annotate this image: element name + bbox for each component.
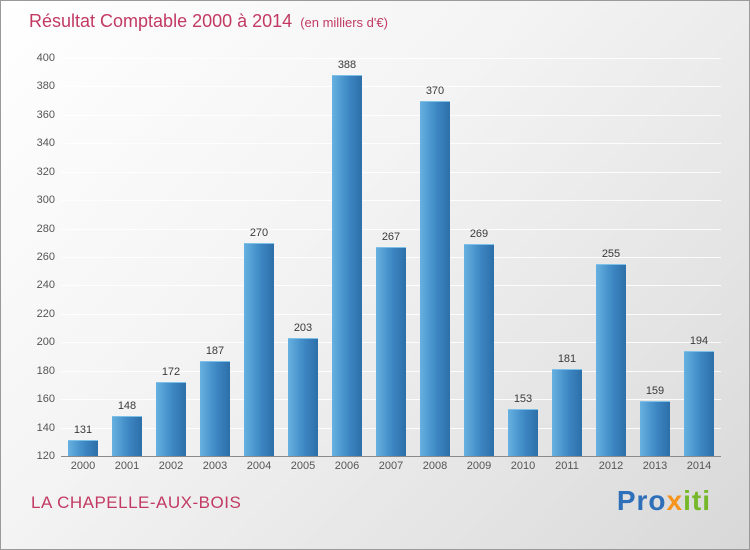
- logo-letter: o: [648, 485, 667, 516]
- y-tick-label: 260: [36, 251, 55, 263]
- gridline: [61, 228, 721, 230]
- gridline: [61, 58, 721, 59]
- x-tick-label: 2001: [114, 460, 140, 472]
- bar-2001: [112, 416, 142, 456]
- bar-2013: [640, 400, 670, 456]
- bar-2005: [288, 338, 318, 456]
- x-axis-line: [61, 456, 721, 457]
- bar-2008: [420, 100, 450, 456]
- bar-2004: [244, 242, 274, 456]
- x-tick-label: 2000: [70, 460, 96, 472]
- bar-value-label: 172: [161, 366, 181, 379]
- bar-value-label: 181: [557, 353, 577, 366]
- gridline: [61, 143, 721, 145]
- bar-2014: [684, 350, 714, 456]
- logo-letter: r: [636, 485, 649, 516]
- bar-value-label: 187: [205, 344, 225, 357]
- bar-value-label: 159: [645, 384, 665, 397]
- proxiti-logo: Proxiti: [617, 485, 711, 517]
- logo-letter: P: [616, 485, 637, 516]
- bar-value-label: 131: [73, 424, 93, 437]
- y-tick-label: 320: [36, 165, 55, 178]
- x-tick-label: 2014: [686, 460, 712, 472]
- bar-2002: [156, 382, 186, 456]
- bar-value-label: 267: [381, 231, 401, 244]
- bar-value-label: 203: [293, 322, 313, 335]
- chart-title: Résultat Comptable 2000 à 2014: [29, 11, 293, 31]
- x-tick-label: 2010: [510, 460, 536, 472]
- gridline: [61, 86, 721, 88]
- logo-letter: x: [666, 485, 684, 516]
- bar-value-label: 370: [425, 84, 445, 97]
- x-tick-label: 2012: [598, 460, 624, 472]
- x-tick-label: 2007: [378, 460, 404, 472]
- gridline: [61, 171, 721, 173]
- y-tick-label: 340: [36, 137, 55, 150]
- y-tick-label: 180: [36, 364, 55, 377]
- bar-2006: [332, 75, 362, 456]
- y-tick-label: 160: [36, 393, 55, 406]
- y-tick-label: 380: [36, 80, 55, 93]
- y-tick-label: 120: [36, 450, 55, 462]
- logo-letter: i: [702, 485, 711, 516]
- bar-value-label: 148: [117, 400, 137, 413]
- bar-2011: [552, 369, 582, 456]
- bar-value-label: 388: [337, 59, 357, 72]
- chart-header: Résultat Comptable 2000 à 2014 (en millie…: [29, 11, 388, 32]
- y-tick-label: 240: [36, 279, 55, 292]
- y-tick-label: 400: [36, 52, 55, 64]
- x-tick-label: 2005: [290, 460, 316, 472]
- x-tick-label: 2013: [642, 460, 668, 472]
- bar-2009: [464, 244, 494, 456]
- bar-2007: [376, 247, 406, 456]
- bar-value-label: 269: [469, 228, 489, 241]
- logo-letter: t: [691, 485, 703, 516]
- y-tick-label: 300: [36, 194, 55, 207]
- bar-2012: [596, 264, 626, 456]
- bar-value-label: 255: [601, 248, 621, 261]
- commune-label: LA CHAPELLE-AUX-BOIS: [31, 493, 242, 512]
- bar-value-label: 270: [249, 226, 269, 239]
- chart-subtitle: (en milliers d'€): [300, 15, 388, 30]
- y-tick-label: 280: [36, 222, 55, 235]
- y-tick-label: 360: [36, 108, 55, 121]
- bar-2003: [200, 360, 230, 456]
- bar-value-label: 194: [689, 334, 709, 347]
- y-tick-label: 220: [36, 307, 55, 320]
- bar-value-label: 153: [513, 393, 533, 406]
- gridline: [61, 200, 721, 202]
- y-tick-label: 200: [36, 336, 55, 349]
- x-tick-label: 2011: [555, 460, 579, 472]
- bar-2010: [508, 409, 538, 456]
- y-tick-label: 140: [36, 421, 55, 434]
- x-tick-label: 2003: [202, 460, 228, 472]
- gridline: [61, 114, 721, 116]
- x-tick-label: 2004: [246, 460, 272, 472]
- x-tick-label: 2008: [422, 460, 448, 472]
- bar-chart-plot-area: 131 148 172 187 270 203 388 267 370 269 153 181 255 1…: [61, 58, 721, 457]
- bar-2000: [68, 440, 98, 456]
- x-tick-label: 2002: [158, 460, 184, 472]
- x-tick-label: 2009: [466, 460, 492, 472]
- logo-letter: i: [683, 485, 692, 516]
- x-tick-label: 2006: [334, 460, 360, 472]
